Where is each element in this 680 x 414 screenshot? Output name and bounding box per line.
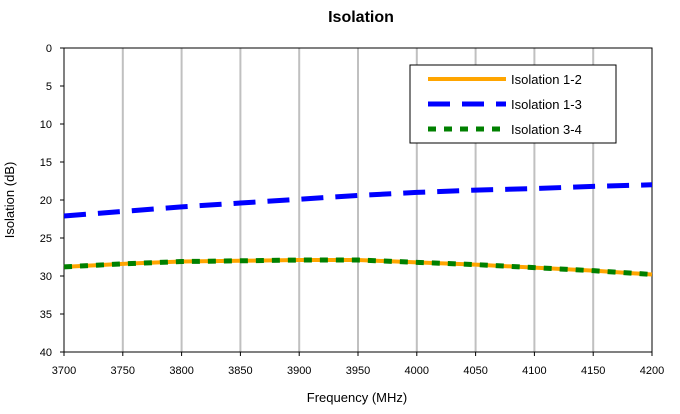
y-tick-label: 35 (40, 309, 52, 321)
x-tick-label: 4050 (463, 365, 487, 377)
x-tick-label: 3900 (287, 365, 311, 377)
y-tick-label: 5 (46, 81, 52, 93)
y-axis-title: Isolation (dB) (2, 162, 17, 239)
y-tick-label: 40 (40, 347, 52, 359)
x-tick-label: 3950 (346, 365, 370, 377)
x-axis-title: Frequency (MHz) (307, 390, 407, 405)
y-tick-label: 25 (40, 233, 52, 245)
x-tick-label: 3700 (52, 365, 76, 377)
legend: Isolation 1-2 Isolation 1-3 Isolation 3-4 (409, 64, 617, 144)
y-tick-label: 10 (40, 119, 52, 131)
x-tick-label: 4000 (405, 365, 429, 377)
x-tick-label: 4100 (522, 365, 546, 377)
legend-label: Isolation 1-2 (511, 72, 582, 87)
y-tick-label: 0 (46, 43, 52, 55)
x-tick-label: 3800 (169, 365, 193, 377)
y-axis: 0 5 10 15 20 25 30 35 40 (40, 43, 64, 359)
chart-title: Isolation (328, 9, 394, 26)
series-line (63, 182, 653, 219)
y-tick-label: 30 (40, 271, 52, 283)
x-tick-label: 4150 (581, 365, 605, 377)
series-layer (63, 182, 653, 277)
y-tick-label: 15 (40, 157, 52, 169)
series-line (63, 257, 653, 277)
x-tick-label: 3750 (111, 365, 135, 377)
legend-label: Isolation 3-4 (511, 122, 582, 137)
x-axis: 3700 3750 3800 3850 3900 3950 4000 4050 4100 4150… (52, 352, 664, 377)
legend-label: Isolation 1-3 (511, 97, 582, 112)
x-tick-label: 3850 (228, 365, 252, 377)
x-tick-label: 4200 (640, 365, 664, 377)
y-tick-label: 20 (40, 195, 52, 207)
